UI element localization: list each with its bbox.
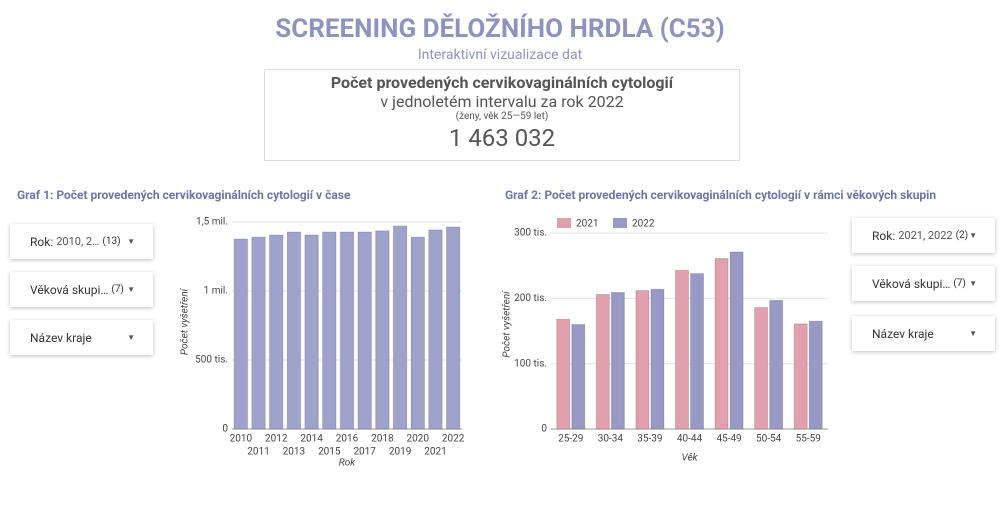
bar xyxy=(251,236,266,430)
title: SCREENING DĚLOŽNÍHO HRDLA (C53) xyxy=(275,14,725,44)
filter-label: Věková skupi… xyxy=(30,282,109,297)
bar xyxy=(808,320,823,430)
bar xyxy=(392,225,408,430)
x-axis-label: Věk xyxy=(681,452,698,464)
kpi-value: 1 463 032 xyxy=(448,124,556,152)
filter-value: 2010, 2… xyxy=(56,235,100,248)
dropdown-arrow: ▼ xyxy=(127,333,135,342)
dropdown-arrow: ▼ xyxy=(969,329,977,338)
y-tick-label: 0 xyxy=(222,424,228,435)
x-tick-label: 40-44 xyxy=(677,434,703,445)
bar xyxy=(674,269,689,430)
y-tick-label: 500 tis. xyxy=(195,355,228,366)
kpi-note: (ženy, věk 25—59 let) xyxy=(455,111,549,122)
bar xyxy=(754,307,769,430)
filter-count: (7) xyxy=(111,284,124,295)
bar xyxy=(571,324,586,430)
bar xyxy=(322,231,337,430)
kpi-card: Počet provedených cervikovaginálních cyt… xyxy=(264,69,740,161)
x-tick-label: 2013 xyxy=(283,447,305,458)
bar xyxy=(714,258,729,430)
dropdown-arrow: ▼ xyxy=(127,285,135,294)
x-tick-label: 35-39 xyxy=(637,434,662,445)
x-tick-label: 2012 xyxy=(265,434,288,445)
kpi-subtitle: v jednoletém intervalu za rok 2022 xyxy=(380,92,624,111)
bar xyxy=(690,273,705,430)
filter-value: 2021, 2022 xyxy=(898,229,953,242)
filter-label: Název kraje xyxy=(872,326,934,341)
y-tick-label: 1 mil. xyxy=(204,286,228,297)
bar xyxy=(595,293,610,430)
x-tick-label: 2014 xyxy=(300,434,323,445)
x-tick-label: 2017 xyxy=(353,447,376,458)
x-tick-label: 2011 xyxy=(247,447,269,458)
bar xyxy=(793,323,808,430)
bar xyxy=(357,231,372,430)
dropdown-arrow: ▼ xyxy=(969,231,977,240)
x-tick-label: 30-34 xyxy=(598,434,624,445)
x-tick-label: 25-29 xyxy=(558,434,583,445)
y-axis-label: Počet vyšetření xyxy=(501,290,513,358)
filter-label: Věková skupi… xyxy=(872,276,951,291)
filter-dropdown[interactable]: Název kraje ▼ xyxy=(10,320,153,355)
dropdown-arrow: ▼ xyxy=(969,279,977,288)
bar xyxy=(556,318,571,430)
bar xyxy=(428,229,443,430)
x-tick-label: 55-59 xyxy=(796,434,821,445)
x-tick-label: 2018 xyxy=(371,434,394,445)
y-tick-label: 100 tis. xyxy=(514,358,547,369)
filter-dropdown[interactable]: Rok: 2010, 2… (13) ▼ xyxy=(10,224,153,259)
bar xyxy=(339,231,355,430)
x-tick-label: 2015 xyxy=(318,447,341,458)
bar xyxy=(304,234,319,430)
bar xyxy=(650,288,665,430)
y-tick-label: 0 xyxy=(541,424,547,435)
x-tick-label: 2019 xyxy=(389,447,411,458)
legend-label: 2022 xyxy=(632,219,655,230)
bar xyxy=(375,230,390,430)
x-axis-label: Rok xyxy=(339,458,357,469)
subtitle: Interaktivní vizualizace dat xyxy=(417,47,583,63)
bar xyxy=(769,299,784,430)
filter-label: Rok: xyxy=(30,234,54,249)
bar xyxy=(410,236,425,430)
legend-label: 2021 xyxy=(576,219,598,230)
x-tick-label: 2021 xyxy=(424,447,446,458)
bar xyxy=(729,251,744,430)
filter-dropdown[interactable]: Název kraje ▼ xyxy=(852,316,995,351)
y-axis-label: Počet vyšetření xyxy=(179,287,191,355)
x-tick-label: 2020 xyxy=(407,434,430,445)
x-tick-label: 2016 xyxy=(336,434,359,445)
dropdown-arrow: ▼ xyxy=(127,237,135,246)
filter-label: Rok: xyxy=(872,228,896,243)
filter-dropdown[interactable]: Věková skupi… (7) ▼ xyxy=(852,266,995,301)
legend-swatch xyxy=(613,218,627,228)
chart-title: Graf 1: Počet provedených cervikovaginál… xyxy=(17,188,351,202)
legend-swatch xyxy=(557,218,571,228)
y-tick-label: 200 tis. xyxy=(514,293,547,304)
filter-count: (7) xyxy=(953,278,966,289)
bar xyxy=(233,238,249,430)
bar xyxy=(610,291,625,430)
bar xyxy=(286,231,302,430)
kpi-title: Počet provedených cervikovaginálních cyt… xyxy=(330,73,674,92)
filter-count: (2) xyxy=(955,230,969,241)
filter-count: (13) xyxy=(102,236,121,247)
filter-dropdown[interactable]: Rok: 2021, 2022 (2) ▼ xyxy=(852,218,995,253)
x-tick-label: 2010 xyxy=(230,434,253,445)
bar xyxy=(445,226,461,430)
y-tick-label: 1,5 mil. xyxy=(196,217,228,228)
x-tick-label: 45-49 xyxy=(716,434,741,445)
filter-label: Název kraje xyxy=(30,330,92,345)
chart-title: Graf 2: Počet provedených cervikovaginál… xyxy=(505,188,936,202)
x-tick-label: 50-54 xyxy=(756,434,782,445)
y-tick-label: 300 tis. xyxy=(514,228,547,239)
filter-dropdown[interactable]: Věková skupi… (7) ▼ xyxy=(10,272,153,307)
bar xyxy=(635,290,650,430)
x-tick-label: 2022 xyxy=(442,434,465,445)
bar xyxy=(269,234,284,430)
